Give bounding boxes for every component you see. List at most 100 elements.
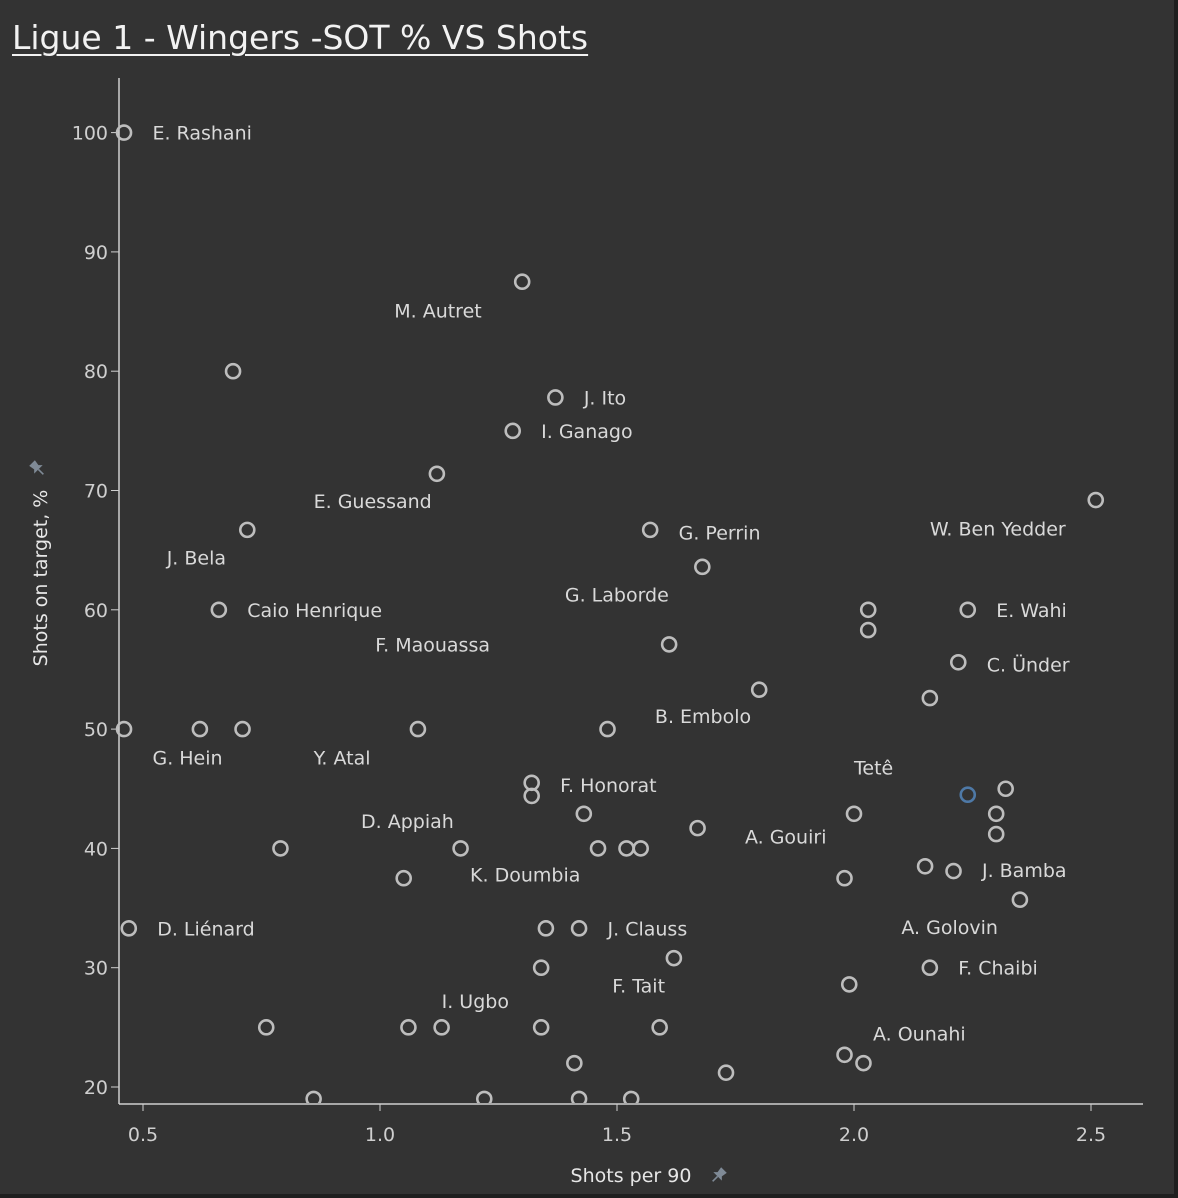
data-point[interactable]	[599, 720, 616, 738]
y-tick-label: 50	[84, 719, 108, 741]
data-point[interactable]	[115, 720, 133, 738]
point-label: J. Clauss	[607, 918, 688, 940]
pin-needle	[37, 468, 44, 475]
data-point[interactable]	[409, 720, 427, 738]
data-point[interactable]	[694, 558, 711, 576]
pin-icon[interactable]	[28, 459, 48, 479]
data-point[interactable]	[532, 959, 550, 977]
pin-head	[29, 460, 43, 474]
data-point[interactable]	[750, 681, 768, 699]
data-point[interactable]	[949, 653, 967, 671]
data-point[interactable]	[532, 1019, 550, 1036]
data-point[interactable]	[120, 920, 138, 937]
point-label: J. Bela	[166, 547, 226, 569]
data-point[interactable]	[433, 1019, 450, 1036]
x-tick-label: 1.5	[602, 1124, 632, 1146]
data-point[interactable]	[1087, 491, 1105, 509]
data-point[interactable]	[665, 949, 683, 967]
point-label: D. Liénard	[157, 918, 255, 940]
point-label: F. Maouassa	[375, 634, 490, 656]
y-tick-label: 70	[84, 481, 108, 503]
data-point[interactable]	[859, 621, 877, 639]
data-point[interactable]	[921, 959, 939, 977]
data-point[interactable]	[115, 124, 133, 141]
data-point[interactable]	[717, 1064, 735, 1081]
point-label: A. Gouiri	[745, 826, 827, 848]
data-point[interactable]	[537, 920, 555, 937]
data-point[interactable]	[566, 1054, 583, 1072]
data-point[interactable]	[859, 601, 877, 619]
data-point[interactable]	[1011, 891, 1029, 908]
data-point[interactable]	[916, 857, 934, 875]
point-label: A. Ounahi	[873, 1023, 966, 1045]
data-point[interactable]	[238, 521, 256, 539]
data-point[interactable]	[921, 689, 939, 707]
data-point[interactable]	[997, 780, 1014, 798]
point-label: F. Tait	[612, 976, 665, 998]
point-label: Y. Atal	[313, 748, 371, 770]
data-point[interactable]	[428, 465, 446, 483]
data-point[interactable]	[855, 1054, 872, 1072]
x-axis-title[interactable]: Shots per 90	[571, 1165, 692, 1187]
data-point[interactable]	[234, 720, 251, 738]
data-point[interactable]	[622, 1090, 640, 1106]
data-point[interactable]	[618, 840, 635, 857]
data-point[interactable]	[836, 869, 853, 887]
point-label: G. Laborde	[565, 584, 669, 606]
x-tick-label: 2.0	[839, 1124, 869, 1146]
data-point[interactable]	[523, 787, 540, 805]
point-label: E. Wahi	[996, 600, 1067, 622]
y-tick-label: 40	[84, 838, 108, 860]
data-point[interactable]	[959, 601, 977, 619]
chart-title: Ligue 1 - Wingers -SOT % VS Shots	[12, 18, 589, 57]
y-axis-title[interactable]: Shots on target, %	[30, 490, 52, 667]
data-point[interactable]	[570, 920, 588, 937]
data-point[interactable]	[651, 1019, 668, 1036]
point-label: Caio Henrique	[247, 600, 382, 622]
data-point[interactable]	[452, 840, 469, 857]
pin-needle	[712, 1175, 719, 1182]
point-label: I. Ganago	[541, 421, 632, 443]
y-tick-label: 80	[84, 361, 108, 383]
data-point[interactable]	[191, 720, 209, 738]
data-point[interactable]	[395, 869, 413, 887]
data-point[interactable]	[504, 422, 522, 440]
y-tick-label: 20	[84, 1077, 108, 1099]
data-point[interactable]	[945, 862, 962, 880]
data-point[interactable]	[547, 389, 564, 406]
data-point[interactable]	[210, 601, 228, 619]
data-point[interactable]	[570, 1090, 588, 1106]
data-point[interactable]	[987, 805, 1005, 823]
point-label: K. Doumbia	[470, 865, 580, 887]
data-point[interactable]	[840, 976, 858, 993]
point-labels: E. Rashani M. Autret J. Ito I. Ganago E. Gue…	[152, 123, 1069, 1046]
y-tick-label: 100	[72, 123, 108, 145]
axes: 20304050607080901000.51.01.52.02.53.03.5…	[72, 78, 1143, 1146]
point-label: M. Autret	[394, 300, 482, 322]
data-point[interactable]	[632, 840, 650, 857]
x-tick-label: 1.0	[365, 1124, 395, 1146]
point-label: B. Embolo	[655, 706, 751, 728]
data-point[interactable]	[959, 786, 977, 804]
data-point[interactable]	[575, 805, 593, 823]
data-point[interactable]	[257, 1019, 275, 1036]
pin-icon[interactable]	[708, 1166, 728, 1186]
data-point[interactable]	[475, 1090, 493, 1106]
data-point[interactable]	[641, 521, 659, 539]
data-point[interactable]	[836, 1046, 853, 1064]
data-point[interactable]	[660, 636, 678, 653]
point-label: J. Ito	[583, 387, 626, 409]
data-point[interactable]	[689, 819, 706, 837]
point-label: A. Golovin	[901, 917, 998, 939]
data-point[interactable]	[987, 825, 1005, 843]
data-point[interactable]	[224, 362, 242, 380]
data-point[interactable]	[400, 1019, 417, 1036]
data-point[interactable]	[305, 1090, 322, 1106]
data-point[interactable]	[272, 840, 289, 857]
data-point[interactable]	[513, 273, 531, 291]
point-label: W. Ben Yedder	[930, 519, 1066, 541]
data-point[interactable]	[589, 840, 607, 857]
data-point[interactable]	[845, 805, 863, 823]
